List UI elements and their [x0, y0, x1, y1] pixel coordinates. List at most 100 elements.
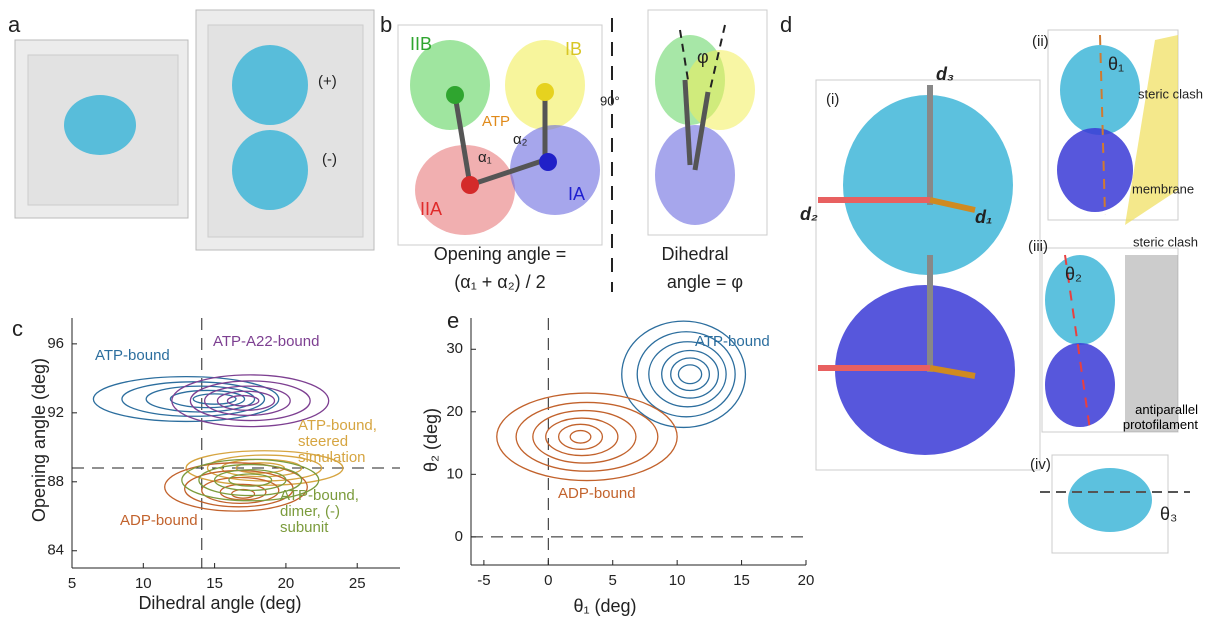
series-label: ATP-bound [695, 334, 770, 350]
protein [1057, 128, 1133, 212]
caption: Opening angle = [434, 244, 567, 264]
x-tick-label: 15 [733, 572, 750, 589]
charts: 5 10 15 20 25 84 88 92 96 ATP-bound ATP-A22-bound A… [12, 308, 814, 616]
y-tick-label: 20 [446, 403, 463, 420]
label: α₂ [513, 131, 528, 148]
label: 90° [600, 93, 620, 108]
caption: Dihedral [661, 244, 728, 264]
contour [226, 394, 260, 407]
series-label: ATP-A22-bound [213, 334, 320, 350]
contour [648, 341, 727, 408]
label: (iv) [1030, 456, 1051, 473]
contour [515, 401, 659, 472]
protein [64, 95, 136, 155]
label: IIB [410, 34, 432, 54]
axis-rod [929, 365, 976, 379]
series-label-box: ADP-bound [558, 486, 636, 502]
x-axis-label: Dihedral angle (deg) [138, 593, 301, 613]
protein [232, 45, 308, 125]
y-tick-label: 30 [446, 340, 463, 357]
contour [189, 380, 311, 422]
contour [496, 392, 678, 482]
panel-label: a [8, 12, 21, 37]
contour [185, 450, 344, 486]
y-axis-label: Opening angle (deg) [29, 358, 49, 522]
label: (-) [322, 151, 337, 168]
label: IA [568, 184, 585, 204]
caption: (α₁ + α₂) / 2 [454, 272, 545, 292]
panel-b: b IIB IB IIA IA ATP α₁ α₂ 90° φ Opening … [380, 9, 768, 292]
x-tick-label: 10 [669, 572, 686, 589]
bead [461, 176, 479, 194]
label: (ii) [1032, 33, 1049, 50]
filament [1125, 255, 1178, 432]
contour [201, 476, 280, 504]
series-label-box: ATP-bound, steered simulation [298, 418, 377, 466]
label: antiparallel protofilament [1122, 402, 1198, 432]
label: φ [697, 47, 709, 67]
contour [181, 458, 320, 502]
series-label-box: ATP-bound [695, 334, 770, 350]
label: d₂ [800, 204, 818, 224]
domain [655, 125, 735, 225]
label: (i) [826, 91, 839, 108]
series-label: ADP-bound [120, 513, 198, 529]
x-tick-label: 5 [609, 572, 617, 589]
protein [1060, 45, 1140, 135]
panel-label: b [380, 12, 392, 37]
y-tick-label: 96 [47, 335, 64, 352]
label: d₁ [975, 207, 992, 227]
y-tick-label: 88 [47, 473, 64, 490]
panel-label: e [447, 308, 459, 333]
dash [679, 29, 689, 81]
x-tick-label: -5 [477, 572, 490, 589]
contour [621, 320, 747, 429]
dash [1099, 34, 1106, 216]
y-tick-label: 84 [47, 542, 64, 559]
bead [446, 86, 464, 104]
label: d₃ [936, 64, 954, 84]
label: (+) [318, 73, 337, 90]
x-tick-label: 10 [135, 575, 152, 592]
stick [452, 94, 548, 189]
contour [661, 349, 720, 399]
stick [692, 91, 711, 171]
label: IB [565, 39, 582, 59]
label: (iii) [1028, 238, 1048, 255]
x-tick-label: 0 [544, 572, 552, 589]
protein [1068, 468, 1152, 532]
series-label-box: ATP-bound, dimer, (-) subunit [280, 488, 359, 536]
stick [682, 79, 693, 166]
label: IIA [420, 199, 442, 219]
membrane [1125, 35, 1178, 225]
label: steric clash [1133, 234, 1198, 249]
contour [216, 390, 276, 411]
contour [228, 473, 273, 487]
series-label: ATP-bound, dimer, (-) subunit [280, 488, 359, 536]
label: θ₁ [1108, 54, 1124, 74]
contour [569, 429, 592, 444]
contour [677, 364, 703, 385]
contour [545, 417, 619, 457]
contour-chart: 5 10 15 20 25 84 88 92 96 ATP-bound ATP-A22-bound A… [12, 316, 400, 613]
label: membrane [1132, 181, 1194, 196]
panel-d: d (i) d₃ d₂ d₁ (ii) θ₁ steric clash memb… [780, 12, 1203, 554]
contour [213, 469, 287, 492]
contour [557, 423, 604, 450]
contour [171, 374, 330, 428]
label: θ₂ [1065, 264, 1082, 284]
panel-a: a (+) (-) [8, 9, 375, 251]
series-label: ADP-bound [558, 486, 636, 502]
protein [1045, 343, 1115, 427]
bead [536, 83, 554, 101]
series-label-box: ADP-bound [120, 513, 198, 529]
y-tick-label: 0 [455, 528, 463, 545]
contour [164, 462, 308, 512]
x-tick-label: 15 [206, 575, 223, 592]
series-label: ATP-bound, steered simulation [298, 418, 377, 466]
domain [410, 40, 490, 130]
contour [670, 357, 711, 392]
label: ATP [482, 113, 510, 130]
x-tick-label: 25 [349, 575, 366, 592]
